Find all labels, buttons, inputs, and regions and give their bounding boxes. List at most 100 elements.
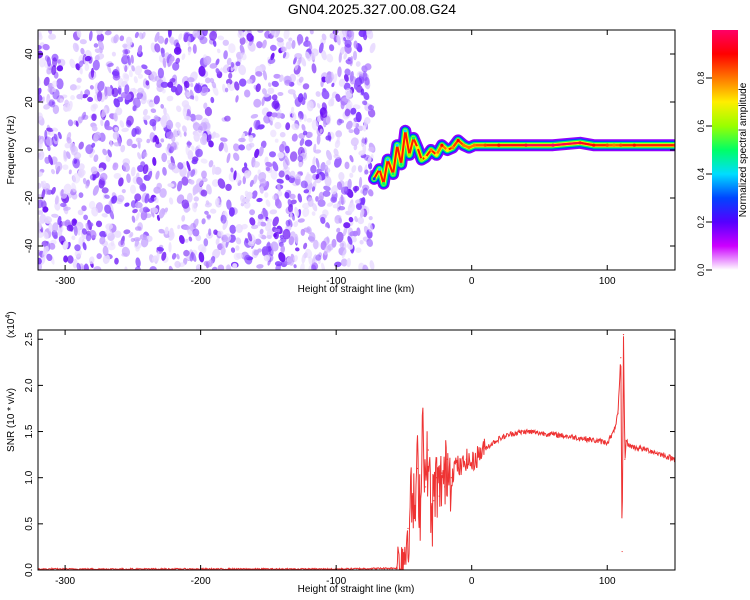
noise-blob (105, 228, 113, 237)
noise-blob (48, 222, 53, 232)
noise-blob (73, 152, 82, 160)
noise-blob (183, 249, 190, 257)
ridge-point (619, 143, 623, 147)
y-tick-label: -20 (24, 190, 35, 205)
noise-blob (73, 159, 78, 164)
noise-blob (326, 243, 334, 251)
noise-blob (195, 148, 203, 158)
noise-blob (225, 183, 232, 191)
noise-blob (112, 162, 119, 171)
noise-blob (208, 140, 214, 148)
noise-blob (271, 112, 278, 118)
noise-blob (340, 258, 348, 267)
noise-blob (352, 185, 360, 192)
noise-blob (303, 189, 310, 194)
noise-blob (284, 191, 290, 199)
snr-point (477, 454, 480, 456)
noise-blob (198, 65, 206, 77)
noise-blob (246, 78, 253, 84)
ridge-point (551, 143, 555, 147)
noise-blob (321, 33, 327, 41)
noise-blob (111, 195, 118, 204)
noise-blob (166, 119, 174, 130)
noise-blob (181, 199, 190, 209)
noise-blob (48, 242, 56, 250)
noise-blob (287, 256, 294, 266)
noise-blob (66, 151, 71, 159)
noise-blob (81, 111, 86, 121)
noise-blob (285, 122, 291, 131)
noise-blob (44, 55, 50, 62)
noise-blob (259, 228, 264, 235)
noise-blob (64, 142, 71, 149)
x-tick-label: 0 (469, 576, 475, 587)
ridge-point (440, 143, 444, 147)
noise-blob (262, 70, 268, 81)
noise-blob (261, 96, 265, 107)
noise-blob (176, 83, 183, 94)
noise-blob (200, 158, 208, 164)
noise-blob (204, 106, 213, 117)
noise-blob (303, 92, 308, 100)
noise-blob (178, 234, 185, 245)
noise-blob (161, 251, 167, 261)
noise-blob (230, 61, 235, 68)
noise-blob (186, 108, 192, 116)
noise-blob (46, 253, 53, 262)
ridge-peak (435, 144, 443, 156)
noise-blob (284, 145, 290, 154)
noise-blob (128, 233, 133, 238)
noise-blob (73, 225, 78, 236)
spectrogram-y-label: Frequency (Hz) (6, 116, 17, 185)
noise-blob (274, 138, 279, 143)
spectrogram-x-axis: -300 -200 -100 0 100 (55, 30, 616, 287)
noise-blob (343, 222, 351, 229)
noise-blob (84, 55, 92, 62)
noise-blob (303, 114, 307, 122)
noise-blob (294, 60, 299, 71)
noise-blob (228, 72, 233, 79)
noise-blob (329, 32, 335, 39)
noise-blob (363, 91, 370, 101)
noise-blob (206, 214, 211, 219)
noise-blob (93, 43, 99, 48)
ridge-point (403, 129, 407, 133)
noise-blob (203, 238, 209, 247)
noise-blob (253, 249, 260, 256)
noise-blob (273, 233, 277, 238)
noise-blob (215, 58, 220, 66)
noise-blob (87, 222, 94, 227)
noise-blob (270, 44, 277, 52)
noise-blob (251, 224, 259, 230)
noise-blob (279, 131, 286, 138)
noise-blob (266, 234, 272, 240)
noise-blob (135, 246, 140, 252)
colorbar-gradient (712, 30, 738, 270)
noise-blob (182, 125, 187, 133)
noise-blob (255, 83, 261, 93)
noise-blob (187, 150, 194, 160)
noise-blob (203, 102, 208, 109)
noise-blob (322, 88, 327, 93)
noise-blob (265, 161, 273, 168)
snr-frame (37, 329, 676, 571)
noise-blob (358, 30, 367, 38)
noise-blob (271, 80, 279, 87)
noise-blob (130, 54, 134, 64)
noise-blob (39, 57, 46, 68)
noise-blob (170, 86, 177, 93)
noise-blob (189, 179, 195, 185)
noise-blob (48, 34, 56, 40)
noise-blob (251, 190, 258, 199)
noise-blob (210, 208, 217, 214)
ridge-point (497, 143, 501, 147)
noise-blob (134, 238, 140, 247)
noise-blob (132, 209, 138, 214)
noise-blob (235, 224, 243, 233)
noise-blob (91, 207, 99, 217)
ridge-point (632, 143, 636, 147)
noise-blob (230, 247, 236, 253)
noise-blob (79, 39, 87, 45)
noise-blob (307, 131, 313, 138)
ridge-point (424, 155, 428, 159)
